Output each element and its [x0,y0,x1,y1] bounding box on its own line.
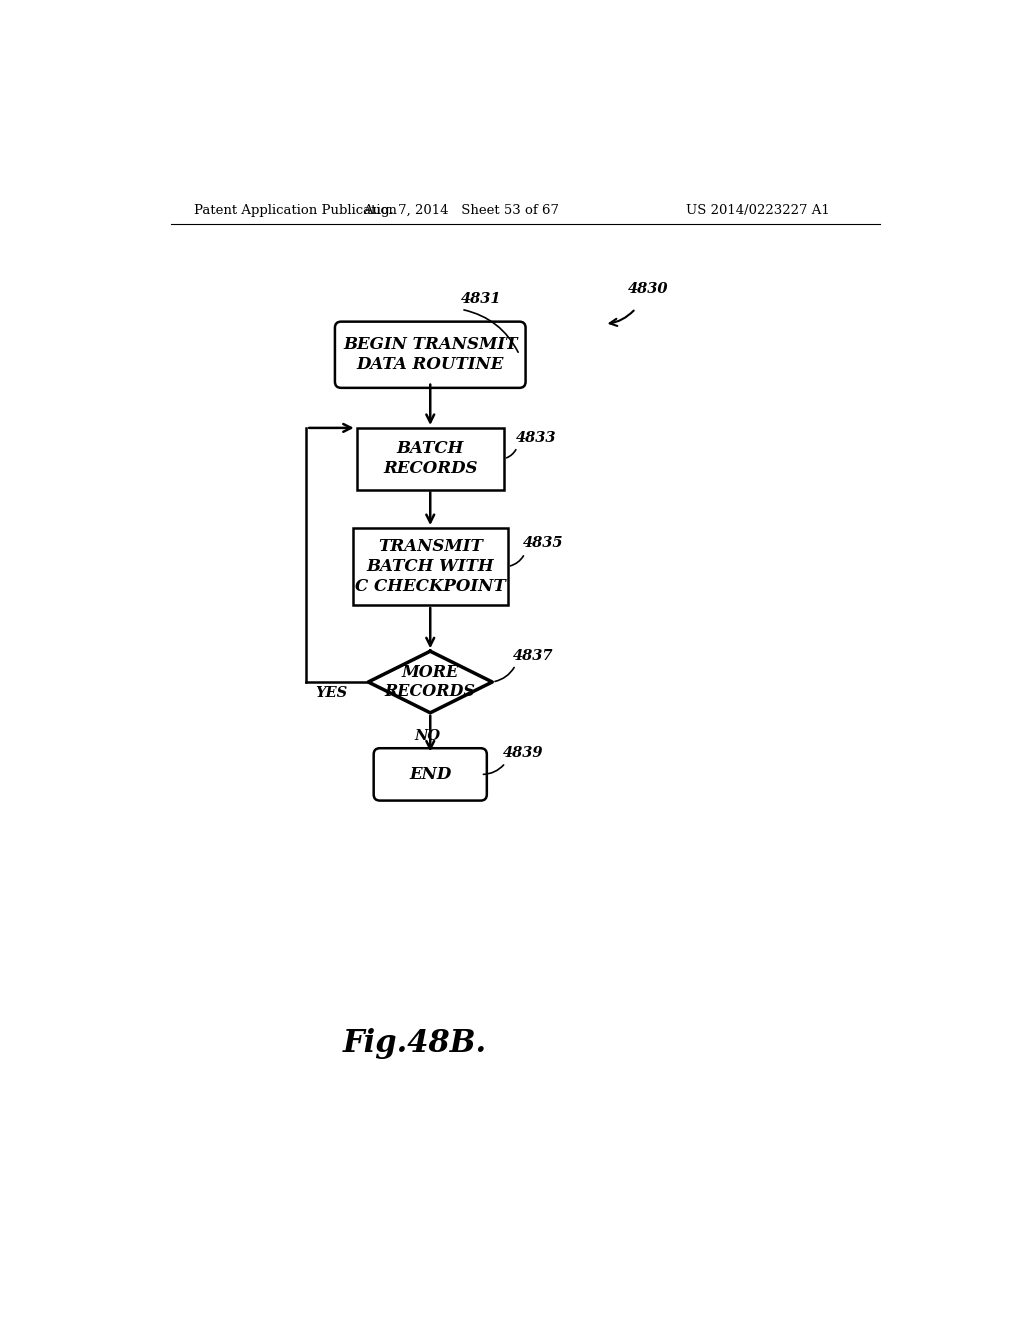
Text: NO: NO [415,729,441,743]
Bar [356,428,504,490]
Text: Patent Application Publication: Patent Application Publication [194,205,396,218]
Text: 4831: 4831 [461,292,502,306]
Text: Fig.48B.: Fig.48B. [343,1028,486,1060]
Polygon shape [369,651,493,713]
Text: US 2014/0223227 A1: US 2014/0223227 A1 [686,205,829,218]
Text: 4839: 4839 [503,747,544,760]
FancyBboxPatch shape [335,322,525,388]
Text: 4835: 4835 [523,536,564,550]
Text: 4830: 4830 [628,282,669,296]
Text: TRANSMIT
BATCH WITH
C CHECKPOINT: TRANSMIT BATCH WITH C CHECKPOINT [355,539,506,594]
Text: YES: YES [315,686,348,701]
Text: MORE
RECORDS: MORE RECORDS [385,664,476,701]
Text: BEGIN TRANSMIT
DATA ROUTINE: BEGIN TRANSMIT DATA ROUTINE [343,337,517,374]
Text: Aug. 7, 2014   Sheet 53 of 67: Aug. 7, 2014 Sheet 53 of 67 [364,205,559,218]
Text: 4837: 4837 [513,648,554,663]
Text: 4833: 4833 [515,430,556,445]
Text: BATCH
RECORDS: BATCH RECORDS [383,441,477,477]
FancyBboxPatch shape [374,748,486,800]
Text: END: END [410,766,452,783]
Bar [352,528,508,605]
